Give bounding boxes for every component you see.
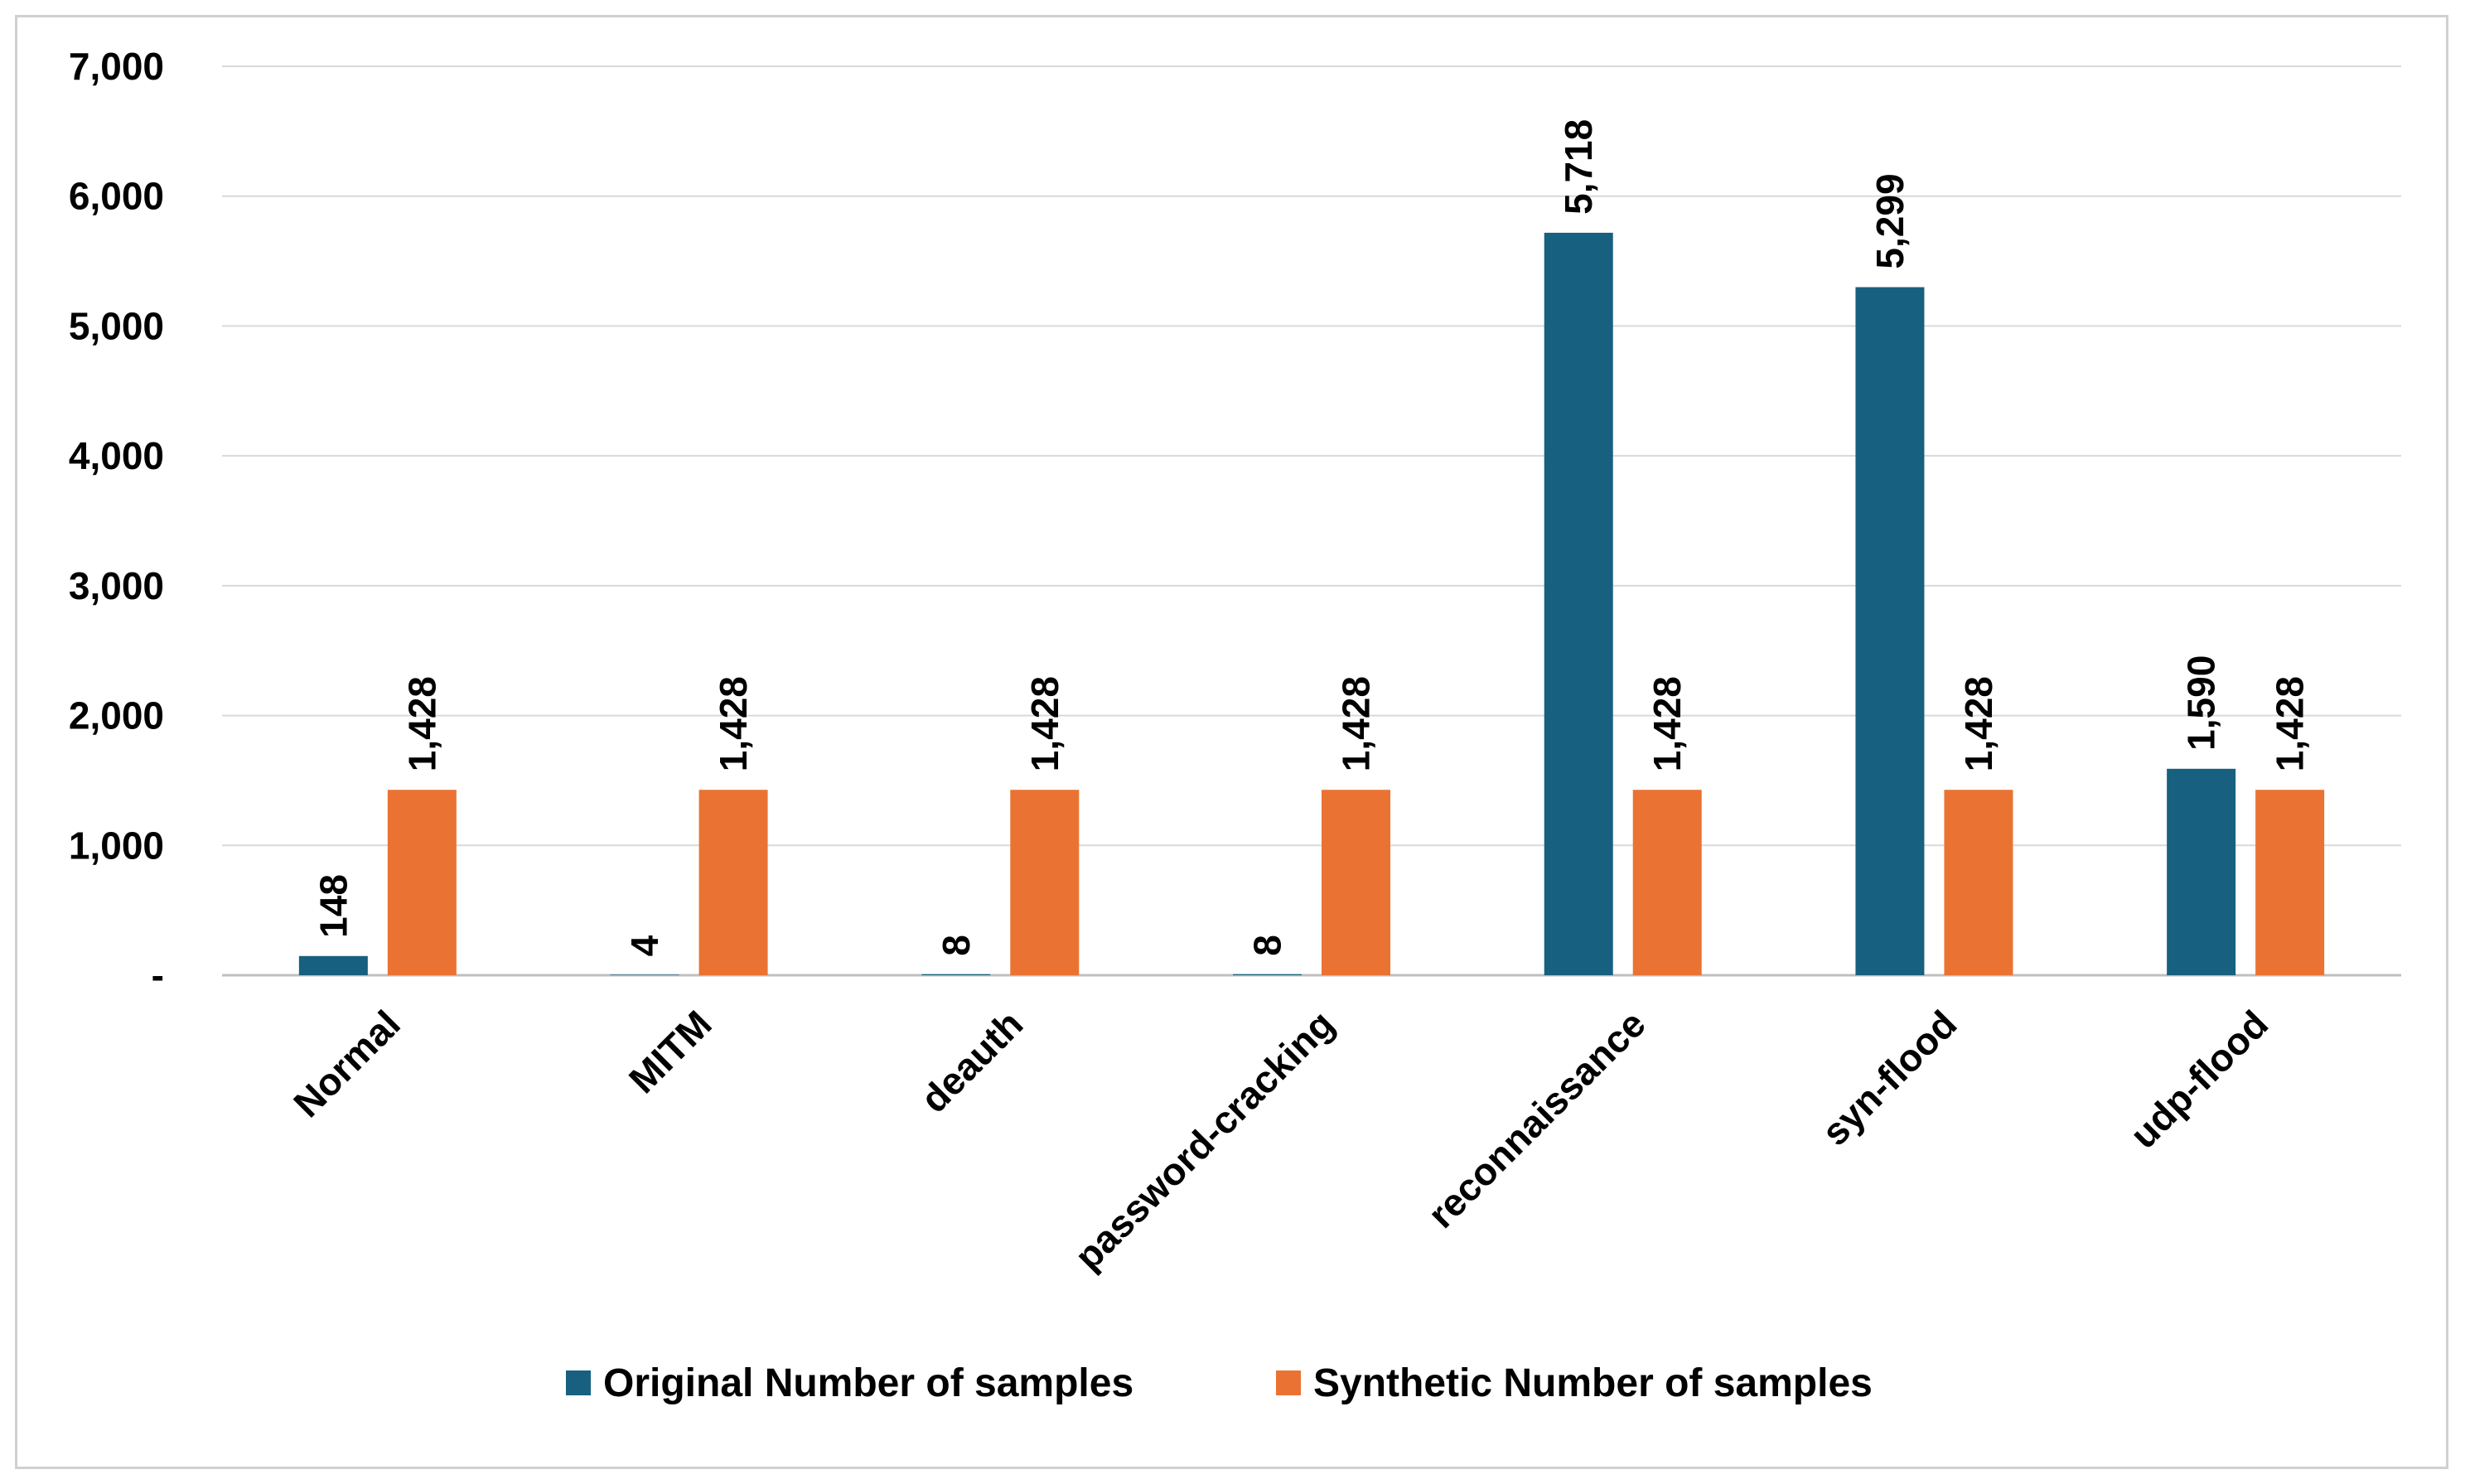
- gridlines: [222, 65, 2401, 977]
- data-label-password-cracking-original: 8: [1246, 935, 1289, 956]
- data-label-deauth-synthetic: 1,428: [1023, 676, 1066, 771]
- bar-normal-original: [298, 955, 368, 975]
- x-category-label-syn-flood: syn-flood: [1813, 1002, 1965, 1153]
- data-label-password-cracking-synthetic: 1,428: [1335, 676, 1378, 771]
- bar-reconnaissance-synthetic: [1632, 790, 1702, 975]
- legend-swatch-original: [566, 1370, 591, 1395]
- bar-syn-flood-synthetic: [1944, 790, 2013, 975]
- bar-deauth-original: [921, 974, 991, 975]
- y-tick-label: 7,000: [69, 45, 164, 88]
- legend: Original Number of samples Synthetic Numb…: [566, 1361, 1873, 1405]
- x-category-label-reconnaissance: reconnaissance: [1419, 1002, 1654, 1236]
- chart-frame: [15, 15, 2448, 1469]
- x-axis-categories: Normal MITM deauth password-cracking reconna…: [285, 1002, 2276, 1278]
- y-tick-label: 4,000: [69, 434, 164, 477]
- bar-udp-flood-synthetic: [2255, 790, 2325, 975]
- data-label-normal-original: 148: [312, 874, 355, 938]
- bars: [298, 232, 2325, 975]
- data-labels: 148 1,428 4 1,428 8 1,428 8 1,428 5,718 1,428 5,29…: [312, 119, 2311, 957]
- data-label-syn-flood-synthetic: 1,428: [1957, 676, 2000, 771]
- data-label-reconnaissance-synthetic: 1,428: [1646, 676, 1689, 771]
- legend-swatch-synthetic: [1276, 1370, 1301, 1395]
- data-label-udp-flood-synthetic: 1,428: [2269, 676, 2312, 771]
- data-label-syn-flood-original: 5,299: [1868, 173, 1912, 268]
- legend-label-original: Original Number of samples: [603, 1361, 1133, 1405]
- x-category-label-normal: Normal: [285, 1002, 408, 1125]
- data-label-mitm-synthetic: 1,428: [712, 676, 755, 771]
- data-label-deauth-original: 8: [935, 935, 978, 956]
- data-label-reconnaissance-original: 5,718: [1557, 119, 1600, 215]
- y-tick-label: 5,000: [69, 304, 164, 347]
- bar-syn-flood-original: [1855, 287, 1925, 975]
- data-label-normal-synthetic: 1,428: [400, 676, 443, 771]
- bar-udp-flood-original: [2167, 768, 2236, 975]
- data-label-mitm-original: 4: [623, 935, 666, 956]
- y-axis-ticks: - 1,000 2,000 3,000 4,000 5,000 6,000 7,000: [69, 45, 164, 997]
- y-tick-label: 3,000: [69, 564, 164, 607]
- bar-normal-synthetic: [387, 790, 457, 975]
- x-category-label-udp-flood: udp-flood: [2122, 1002, 2277, 1157]
- x-category-label-password-cracking: password-cracking: [1066, 1002, 1342, 1278]
- data-label-udp-flood-original: 1,590: [2180, 655, 2223, 751]
- bar-deauth-synthetic: [1010, 790, 1080, 975]
- y-tick-label: 6,000: [69, 175, 164, 218]
- legend-label-synthetic: Synthetic Number of samples: [1313, 1361, 1873, 1405]
- bar-password-cracking-original: [1233, 974, 1302, 975]
- bar-mitm-synthetic: [698, 790, 768, 975]
- x-category-label-mitm: MITM: [621, 1002, 720, 1101]
- bar-mitm-original: [610, 974, 679, 975]
- bar-reconnaissance-original: [1544, 232, 1613, 975]
- bar-password-cracking-synthetic: [1322, 790, 1390, 975]
- y-tick-label: -: [152, 954, 164, 997]
- y-tick-label: 1,000: [69, 824, 164, 867]
- x-category-label-deauth: deauth: [912, 1002, 1031, 1120]
- y-tick-label: 2,000: [69, 694, 164, 737]
